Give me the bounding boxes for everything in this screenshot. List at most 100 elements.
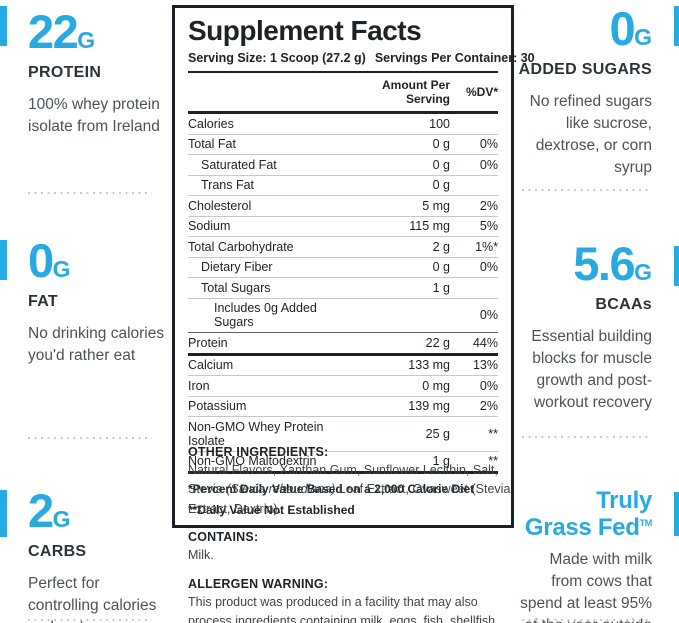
section-heading: ALLERGEN WARNING: bbox=[188, 576, 329, 591]
stat-value: 22G bbox=[28, 5, 96, 58]
nutrient-name: Sodium bbox=[188, 219, 231, 234]
nutrient-row: Calories 100 bbox=[188, 114, 498, 134]
panel-title: Supplement Facts bbox=[188, 15, 422, 46]
stat-carbs: 2G CARBS Perfect for controlling calorie… bbox=[28, 487, 170, 623]
stat-bcaas: 5.6G BCAAs Essential building blocks for… bbox=[517, 240, 652, 414]
stat-label: ADDED SUGARS bbox=[518, 61, 652, 78]
nutrient-row: Non-GMO Maltodextrin 1 g ** bbox=[188, 450, 498, 472]
nutrient-amount: 0 g bbox=[432, 260, 450, 275]
nutrient-amount: 139 mg bbox=[408, 399, 450, 414]
stat-description: Essential building blocks for muscle gro… bbox=[531, 328, 652, 411]
trademark-symbol: TM bbox=[639, 517, 653, 528]
section-text: This product was produced in a facility … bbox=[188, 594, 499, 623]
section-heading: OTHER INGREDIENTS: bbox=[188, 445, 329, 459]
contains-section: CONTAINS: Milk. bbox=[188, 530, 518, 565]
stat-description: 100% whey protein isolate from Ireland bbox=[28, 96, 160, 135]
stat-added-sugars: 0G ADDED SUGARS No refined sugars like s… bbox=[517, 5, 652, 179]
stat-value: 5.6G bbox=[573, 237, 652, 290]
nutrient-name: Cholesterol bbox=[188, 198, 252, 213]
serving-info: Serving Size: 1 Scoop (27.2 g) Servings … bbox=[188, 51, 535, 65]
dotted-divider bbox=[28, 437, 152, 439]
stat-label: FAT bbox=[28, 293, 58, 310]
nutrient-daily-value: 2% bbox=[479, 399, 498, 414]
accent-bar-icon bbox=[674, 492, 679, 536]
nutrient-row: Includes 0g Added Sugars 0% bbox=[188, 297, 498, 333]
additional-info: OTHER INGREDIENTS: Natural Flavors, Xant… bbox=[188, 445, 518, 623]
nutrient-daily-value: 0% bbox=[479, 260, 498, 275]
nutrient-amount: 22 g bbox=[425, 335, 450, 350]
nutrient-row: Sodium 115 mg 5% bbox=[188, 215, 498, 237]
nutrient-amount: 0 mg bbox=[422, 378, 450, 393]
nutrient-amount: 115 mg bbox=[409, 219, 450, 234]
nutrient-daily-value: 2% bbox=[479, 198, 498, 213]
nutrient-amount: 133 mg bbox=[408, 358, 450, 373]
nutrient-name: Non-GMO Whey Protein Isolate bbox=[188, 419, 324, 448]
nutrient-name: Saturated Fat bbox=[201, 157, 277, 172]
nutrient-amount: 0 g bbox=[432, 178, 450, 193]
amount-column-header: Amount Per Serving bbox=[381, 78, 450, 107]
nutrient-row: Saturated Fat 0 g 0% bbox=[188, 154, 498, 175]
stat-value: 2G bbox=[28, 484, 71, 537]
nutrient-row: Iron 0 mg 0% bbox=[188, 375, 498, 396]
nutrient-row: Total Fat 0 g 0% bbox=[188, 133, 498, 155]
nutrient-name: Total Fat bbox=[188, 137, 236, 152]
other-ingredients-section: OTHER INGREDIENTS: Natural Flavors, Xant… bbox=[188, 445, 518, 519]
nutrient-name: Total Carbohydrate bbox=[188, 239, 294, 254]
nutrient-amount: 5 mg bbox=[422, 198, 450, 213]
stat-description: Made with milk from cows that spend at l… bbox=[520, 550, 652, 623]
footnote: *Percent Daily Value Based on a 2,000 Ca… bbox=[188, 482, 475, 497]
nutrient-name: Protein bbox=[188, 335, 228, 350]
nutrient-row: Cholesterol 5 mg 2% bbox=[188, 195, 498, 216]
footnote: **Daily Value Not Established bbox=[188, 503, 355, 518]
dotted-divider bbox=[28, 619, 152, 621]
accent-bar-icon bbox=[0, 490, 7, 537]
stat-fat: 0G FAT No drinking calories you'd rather… bbox=[28, 237, 170, 367]
accent-bar-icon bbox=[674, 246, 679, 286]
stat-value: 0G bbox=[28, 234, 71, 287]
nutrient-amount: 1 g bbox=[432, 280, 450, 295]
stat-label: PROTEIN bbox=[28, 64, 102, 81]
dotted-divider bbox=[522, 189, 652, 191]
nutrient-amount: 0 g bbox=[432, 137, 450, 152]
stat-value: 0G bbox=[609, 2, 652, 55]
nutrient-name: Includes 0g Added Sugars bbox=[214, 301, 317, 330]
nutrient-daily-value: 44% bbox=[472, 335, 498, 350]
nutrient-daily-value: 0% bbox=[479, 308, 498, 323]
nutrient-daily-value: 5% bbox=[479, 219, 498, 234]
nutrient-name: Total Sugars bbox=[201, 280, 271, 295]
dotted-divider bbox=[28, 192, 152, 194]
nutrient-name: Calories bbox=[188, 116, 234, 131]
nutrient-name: Iron bbox=[188, 378, 210, 393]
nutrient-daily-value: 1%* bbox=[475, 239, 498, 254]
stat-protein: 22G PROTEIN 100% whey protein isolate fr… bbox=[28, 8, 170, 138]
nutrient-daily-value: 0% bbox=[479, 378, 498, 393]
table-header-row: Amount Per Serving %DV* bbox=[188, 71, 498, 115]
nutrient-row: Total Carbohydrate 2 g 1%* bbox=[188, 236, 498, 257]
nutrient-amount: 1 g bbox=[432, 454, 450, 469]
section-text: Milk. bbox=[188, 548, 214, 563]
accent-bar-icon bbox=[674, 6, 679, 46]
nutrient-name: Non-GMO Maltodextrin bbox=[188, 454, 317, 469]
nutrient-name: Calcium bbox=[188, 358, 234, 373]
nutrient-name: Dietary Fiber bbox=[201, 260, 273, 275]
stat-label: CARBS bbox=[28, 543, 87, 560]
nutrient-row: Calcium 133 mg 13% bbox=[188, 352, 498, 376]
grass-fed-title: Truly Grass FedTM bbox=[524, 487, 653, 541]
dotted-divider bbox=[522, 436, 652, 438]
section-text: Natural Flavors, Xanthan Gum, Sunflower … bbox=[188, 463, 511, 516]
stat-label: BCAAs bbox=[595, 296, 652, 313]
nutrient-row: Protein 22 g 44% bbox=[188, 332, 498, 353]
accent-bar-icon bbox=[0, 240, 7, 280]
dv-column-header: %DV* bbox=[465, 85, 498, 100]
stat-truly-grass-fed: Truly Grass FedTM Made with milk from co… bbox=[517, 487, 653, 623]
allergen-warning-section: ALLERGEN WARNING: This product was produ… bbox=[188, 577, 518, 623]
nutrient-amount: 100 bbox=[429, 116, 450, 131]
footnotes: *Percent Daily Value Based on a 2,000 Ca… bbox=[188, 471, 498, 517]
nutrient-amount: 25 g bbox=[425, 426, 450, 441]
accent-bar-icon bbox=[0, 6, 7, 46]
nutrient-row: Non-GMO Whey Protein Isolate 25 g ** bbox=[188, 416, 498, 451]
nutrient-row: Potassium 139 mg 2% bbox=[188, 395, 498, 417]
nutrient-table-body: Calories 100 Total Fat 0 g 0% Saturated Fat 0 … bbox=[188, 114, 498, 471]
nutrient-amount: 2 g bbox=[432, 239, 450, 254]
